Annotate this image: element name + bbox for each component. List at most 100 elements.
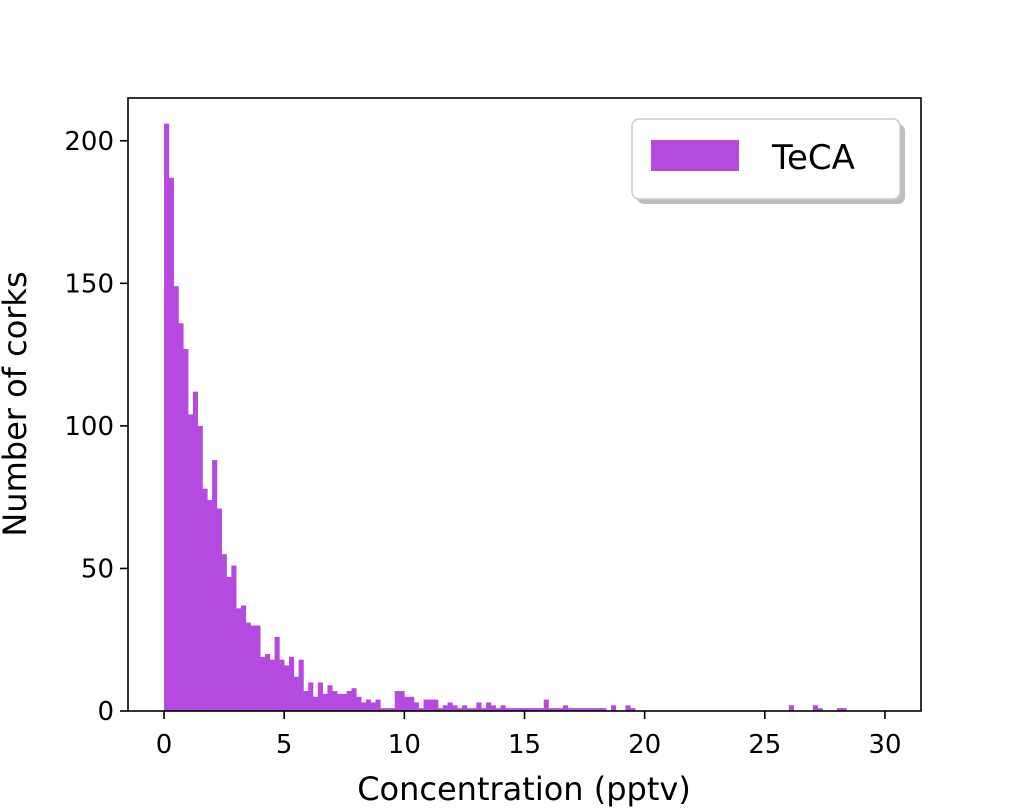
histogram-bar — [519, 708, 525, 711]
y-tick-label: 100 — [64, 412, 114, 442]
histogram-bar — [192, 391, 198, 711]
histogram-bar — [346, 691, 352, 711]
y-tick-label: 0 — [97, 697, 114, 727]
histogram-bar — [572, 708, 578, 711]
histogram-bar — [548, 708, 554, 711]
y-axis-ticks: 0 50 100 150 200 — [64, 127, 128, 727]
x-axis-label: Concentration (pptv) — [357, 770, 691, 808]
histogram-bar — [385, 708, 391, 711]
histogram-bar — [322, 693, 328, 711]
histogram-bar — [188, 414, 194, 711]
histogram-bar — [308, 682, 314, 711]
histogram-bar — [817, 708, 823, 711]
histogram-bar — [457, 708, 463, 711]
histogram-bar — [500, 705, 506, 711]
histogram-bar — [212, 460, 218, 711]
histogram-bar — [164, 123, 170, 711]
histogram-bar — [437, 708, 444, 711]
histogram-bar — [524, 708, 530, 711]
histogram-bar — [380, 708, 386, 711]
histogram-bar — [442, 705, 448, 711]
histogram-bar — [293, 676, 299, 711]
histogram-bar — [260, 656, 266, 711]
histogram-bar — [562, 705, 569, 711]
histogram-bar — [586, 708, 593, 711]
x-tick-label: 20 — [628, 730, 661, 760]
histogram-bar — [476, 702, 482, 711]
histogram-bar — [452, 705, 458, 711]
x-tick-label: 30 — [868, 730, 901, 760]
histogram-bar — [413, 702, 420, 711]
histogram-bar — [447, 702, 453, 711]
histogram-bar — [481, 708, 487, 711]
histogram-bar — [236, 608, 242, 711]
histogram-bar — [812, 705, 818, 711]
legend: TeCA — [631, 118, 905, 204]
histogram-bar — [788, 705, 794, 711]
x-tick-label: 10 — [388, 730, 421, 760]
x-axis-ticks: 0 5 10 15 20 25 30 — [156, 711, 902, 760]
histogram-bar — [534, 708, 540, 711]
histogram-bar — [591, 708, 597, 711]
histogram-bar — [582, 708, 588, 711]
histogram-bar — [389, 708, 396, 711]
histogram-bar — [207, 500, 213, 711]
histogram-bar — [529, 708, 535, 711]
histogram-bar — [418, 708, 424, 711]
histogram-bar — [250, 625, 256, 711]
histogram-bar — [183, 348, 189, 711]
bars-layer — [164, 123, 847, 711]
histogram-bar — [361, 702, 367, 711]
histogram-bar — [356, 696, 362, 711]
y-tick-label: 150 — [64, 269, 114, 299]
histogram-bar — [596, 708, 602, 711]
histogram-bar — [577, 708, 583, 711]
histogram-bar — [505, 708, 511, 711]
histogram-bar — [245, 622, 251, 711]
histogram-bar — [289, 656, 295, 711]
histogram-bar — [514, 708, 520, 711]
histogram-bar — [284, 665, 290, 711]
histogram-bar — [317, 682, 323, 711]
legend-box — [631, 118, 901, 200]
legend-label: TeCA — [771, 138, 855, 178]
histogram-bar — [327, 685, 333, 711]
histogram-bar — [404, 696, 410, 711]
histogram-bar — [173, 286, 179, 711]
histogram-bar — [240, 605, 247, 711]
histogram-bar — [510, 708, 516, 711]
histogram-bar — [490, 705, 496, 711]
histogram-bar — [341, 693, 347, 711]
histogram-bar — [462, 705, 468, 711]
histogram-bar — [601, 708, 607, 711]
histogram-bar — [226, 577, 232, 711]
histogram-bar — [337, 693, 343, 711]
histogram-bar — [558, 708, 564, 711]
legend-swatch — [651, 140, 739, 171]
y-tick-label: 50 — [81, 554, 114, 584]
histogram-bar — [332, 691, 338, 711]
x-tick-label: 25 — [748, 730, 781, 760]
histogram-bar — [351, 688, 357, 711]
histogram-bar — [375, 699, 381, 711]
y-tick-label: 200 — [64, 127, 114, 157]
histogram-bar — [202, 488, 208, 711]
histogram-bar — [279, 659, 285, 711]
histogram-bar — [274, 636, 280, 711]
x-tick-label: 15 — [508, 730, 541, 760]
histogram-bar — [495, 708, 501, 711]
histogram-bar — [553, 708, 559, 711]
histogram-bar — [255, 625, 261, 711]
histogram-bar — [433, 699, 439, 711]
histogram-bar — [625, 705, 631, 711]
histogram-bar — [298, 659, 304, 711]
histogram-bar — [264, 653, 271, 711]
histogram-bar — [168, 177, 174, 711]
histogram-bar — [399, 691, 405, 711]
histogram-bar — [216, 508, 223, 711]
x-tick-label: 5 — [276, 730, 293, 760]
y-axis-label: Number of corks — [0, 271, 34, 536]
histogram-bar — [231, 565, 237, 711]
histogram-bar — [197, 425, 203, 711]
histogram-bar — [365, 699, 372, 711]
